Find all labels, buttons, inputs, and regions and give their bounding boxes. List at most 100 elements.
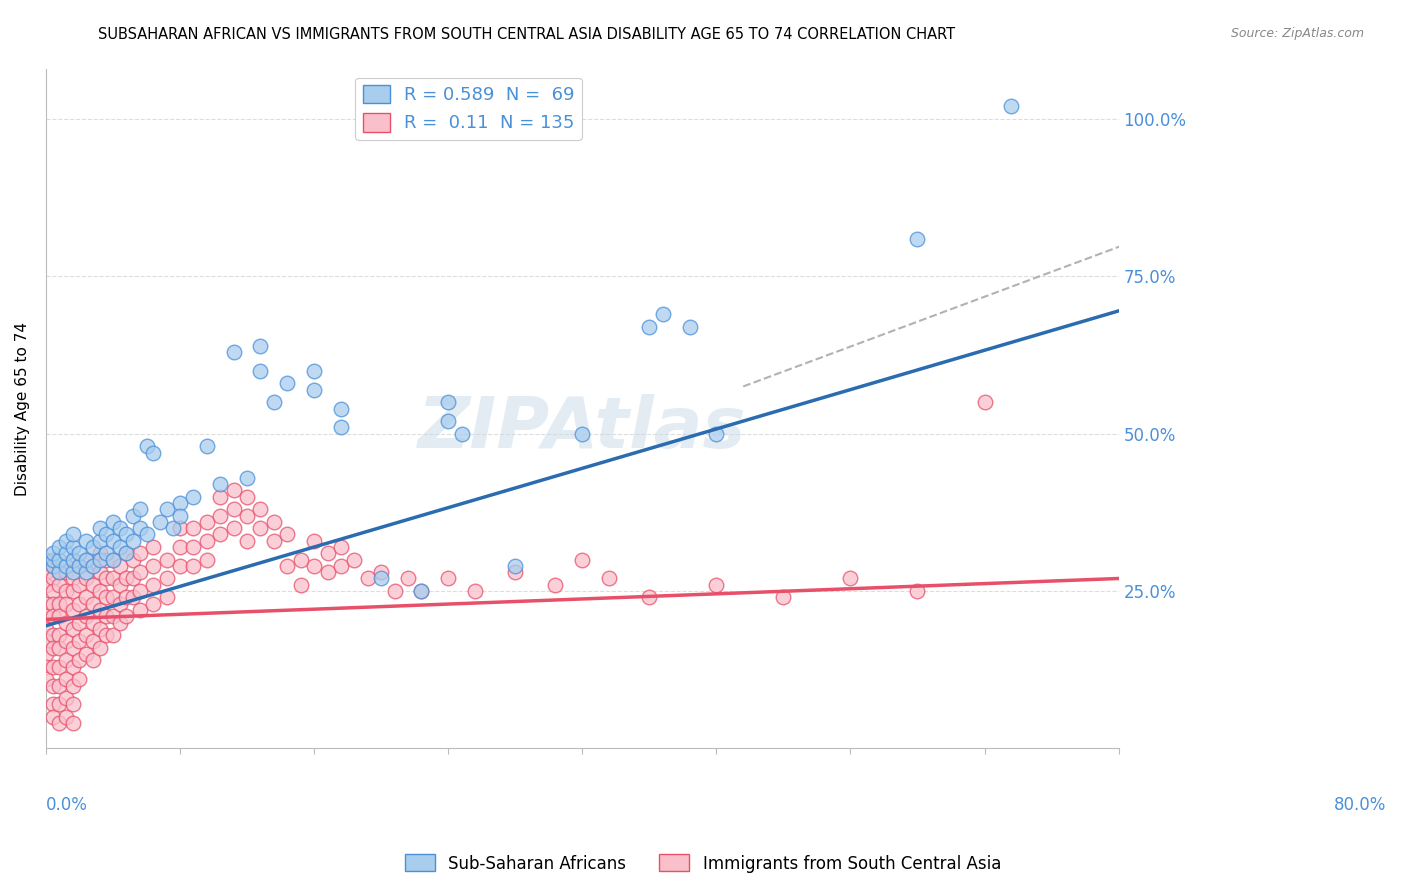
Point <box>115 546 138 560</box>
Point <box>156 572 179 586</box>
Point <box>35 659 58 673</box>
Point <box>115 527 138 541</box>
Point <box>195 515 218 529</box>
Point <box>96 591 118 605</box>
Point <box>437 395 460 409</box>
Point <box>48 565 70 579</box>
Point <box>69 597 91 611</box>
Point <box>75 591 97 605</box>
Point <box>195 533 218 548</box>
Point <box>156 591 179 605</box>
Point <box>276 527 298 541</box>
Point <box>62 552 84 566</box>
Point <box>89 552 111 566</box>
Point <box>69 615 91 630</box>
Point <box>89 533 111 548</box>
Point <box>343 552 366 566</box>
Point <box>183 521 205 535</box>
Point <box>209 508 232 523</box>
Point <box>195 552 218 566</box>
Point <box>122 508 145 523</box>
Point <box>89 546 111 560</box>
Point <box>101 609 124 624</box>
Point <box>370 572 392 586</box>
Point <box>156 552 179 566</box>
Point <box>62 565 84 579</box>
Point <box>302 533 325 548</box>
Point <box>101 515 124 529</box>
Point <box>329 420 352 434</box>
Point <box>75 552 97 566</box>
Point <box>41 558 63 573</box>
Point <box>55 597 77 611</box>
Point <box>503 565 526 579</box>
Point <box>638 319 661 334</box>
Point <box>183 490 205 504</box>
Point <box>35 565 58 579</box>
Point <box>396 572 419 586</box>
Point <box>48 597 70 611</box>
Point <box>115 609 138 624</box>
Point <box>329 401 352 416</box>
Point <box>302 558 325 573</box>
Point <box>290 578 312 592</box>
Point <box>128 603 150 617</box>
Point <box>48 552 70 566</box>
Point <box>907 584 929 599</box>
Point <box>96 546 118 560</box>
Text: ZIPAtlas: ZIPAtlas <box>418 394 747 464</box>
Point <box>973 395 995 409</box>
Point <box>290 552 312 566</box>
Point <box>222 344 245 359</box>
Point <box>55 672 77 686</box>
Point <box>128 502 150 516</box>
Point <box>48 679 70 693</box>
Point <box>249 521 271 535</box>
Point <box>89 640 111 655</box>
Point <box>89 622 111 636</box>
Point <box>35 552 58 566</box>
Point <box>263 533 285 548</box>
Point <box>195 439 218 453</box>
Point <box>907 231 929 245</box>
Point <box>55 634 77 648</box>
Point <box>108 615 131 630</box>
Point <box>55 615 77 630</box>
Point <box>35 647 58 661</box>
Point <box>96 609 118 624</box>
Point <box>35 609 58 624</box>
Point <box>162 521 184 535</box>
Point <box>41 552 63 566</box>
Point <box>62 540 84 554</box>
Point <box>236 533 259 548</box>
Point <box>62 572 84 586</box>
Point <box>183 540 205 554</box>
Point <box>142 597 165 611</box>
Point <box>122 591 145 605</box>
Point <box>62 640 84 655</box>
Point <box>101 552 124 566</box>
Point <box>75 552 97 566</box>
Point <box>316 546 339 560</box>
Point <box>236 490 259 504</box>
Point <box>55 558 77 573</box>
Point <box>222 521 245 535</box>
Point <box>437 572 460 586</box>
Point <box>263 515 285 529</box>
Point <box>35 578 58 592</box>
Point <box>357 572 380 586</box>
Text: Source: ZipAtlas.com: Source: ZipAtlas.com <box>1230 27 1364 40</box>
Point <box>276 558 298 573</box>
Point <box>69 558 91 573</box>
Point <box>571 552 593 566</box>
Point <box>75 572 97 586</box>
Point <box>55 565 77 579</box>
Point <box>82 634 104 648</box>
Point <box>62 622 84 636</box>
Point <box>75 628 97 642</box>
Point <box>678 319 700 334</box>
Point <box>69 672 91 686</box>
Point <box>329 558 352 573</box>
Point <box>35 634 58 648</box>
Point <box>142 445 165 459</box>
